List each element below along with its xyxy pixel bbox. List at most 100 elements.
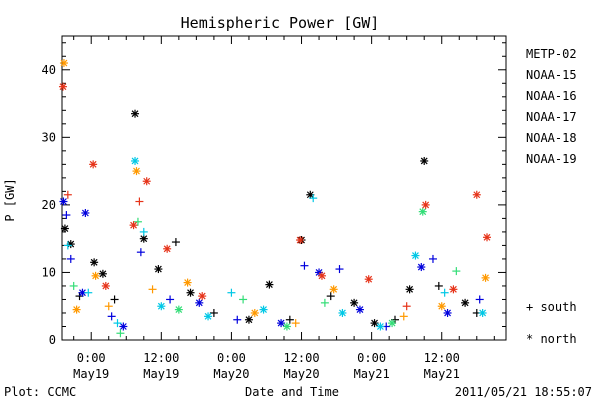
north-marker [277,319,286,328]
north-marker [204,312,213,321]
north-marker [129,221,138,230]
legend-entry: NOAA-15 [526,68,577,82]
south-marker [239,295,248,304]
south-marker [428,254,437,263]
legend-entry: NOAA-17 [526,110,577,124]
north-marker [58,82,67,91]
north-marker [376,322,385,331]
south-marker [326,292,335,301]
south-marker [116,329,125,338]
south-marker [291,319,300,328]
plot-border [61,35,507,341]
north-marker [59,59,68,68]
south-marker [110,295,119,304]
north-marker [388,319,397,328]
south-marker [63,190,72,199]
south-marker [320,298,329,307]
north-marker [370,319,379,328]
y-tick-label: 20 [42,198,56,212]
north-marker [89,160,98,169]
north-marker [329,285,338,294]
south-marker [133,217,142,226]
north-marker [478,308,487,317]
north-marker [443,308,452,317]
north-marker [418,207,427,216]
south-marker [171,238,180,247]
north-marker [364,275,373,284]
legend-entry: NOAA-19 [526,152,577,166]
north-marker [437,302,446,311]
north-marker [282,322,291,331]
south-marker [107,312,116,321]
north-marker [405,285,414,294]
north-marker [296,236,305,245]
legend-entry: METP-02 [526,47,577,61]
south-marker [84,288,93,297]
north-marker [186,288,195,297]
x-tick-label-date: May20 [283,367,319,381]
south-marker [335,265,344,274]
north-marker [90,258,99,267]
south-marker [300,261,309,270]
north-marker [472,190,481,199]
north-marker [317,271,326,280]
south-marker [63,241,72,250]
north-marker [163,244,172,253]
north-marker [265,280,274,289]
x-axis: 0:00 May19 12:00 May19 0:00 May20 12:00 May20 0:… [73,36,495,381]
north-marker [350,298,359,307]
north-marker [420,156,429,165]
north-marker [81,208,90,217]
x-tick-label-time: 0:00 [357,351,386,365]
north-marker [91,271,100,280]
y-tick-label: 10 [42,265,56,279]
north-marker [244,315,253,324]
x-tick-label-date: May19 [143,367,179,381]
south-marker [62,211,71,220]
chart-title: Hemispheric Power [GW] [181,14,380,32]
north-marker [60,224,69,233]
south-marker [399,312,408,321]
north-marker [195,298,204,307]
south-marker [139,227,148,236]
north-marker [142,177,151,186]
x-tick-label-date: May21 [354,367,390,381]
data-markers [58,59,492,338]
north-marker [338,308,347,317]
north-marker [355,305,364,314]
north-marker [183,278,192,287]
legend: METP-02 NOAA-15 NOAA-16 NOAA-17 NOAA-18 NOAA-… [526,47,577,166]
north-marker [411,251,420,260]
legend-north: * north [526,332,577,346]
legend-south: + south [526,300,577,314]
south-marker [166,295,175,304]
north-marker [198,292,207,301]
y-tick-label: 30 [42,130,56,144]
y-tick-label: 40 [42,63,56,77]
north-marker [259,305,268,314]
south-marker [434,281,443,290]
north-marker [461,298,470,307]
south-marker [148,285,157,294]
south-marker [440,288,449,297]
x-tick-label-date: May19 [73,367,109,381]
legend-entry: NOAA-16 [526,89,577,103]
plot-timestamp: 2011/05/21 18:55:07 [455,385,592,399]
x-tick-label-date: May21 [424,367,460,381]
south-marker [113,319,122,328]
north-marker [132,167,141,176]
south-marker [285,315,294,324]
legend-entry: NOAA-18 [526,131,577,145]
north-marker [59,197,68,206]
x-tick-label-date: May20 [213,367,249,381]
north-marker [119,322,128,331]
south-marker [69,281,78,290]
x-tick-label-time: 0:00 [77,351,106,365]
north-marker [131,156,140,165]
x-tick-label-time: 12:00 [143,351,179,365]
south-marker [475,295,484,304]
plot-frame [61,35,507,341]
north-marker [481,273,490,282]
south-marker [227,288,236,297]
north-marker [72,305,81,314]
